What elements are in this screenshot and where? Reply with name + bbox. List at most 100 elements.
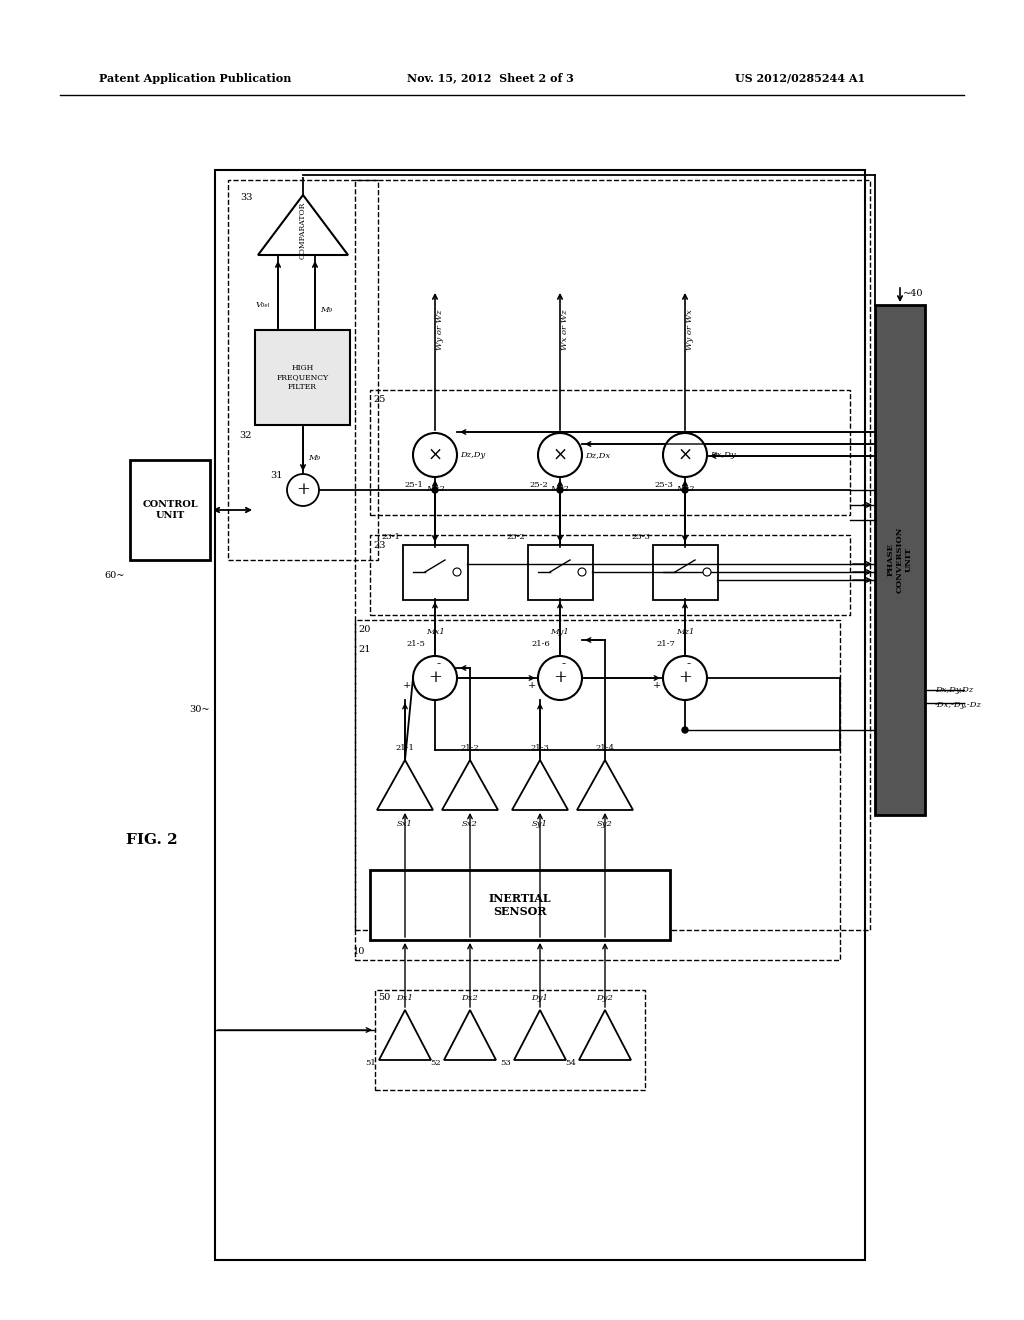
Text: 20: 20 [358, 626, 371, 635]
Text: +: + [402, 681, 411, 690]
Polygon shape [514, 1010, 566, 1060]
Text: Sy1: Sy1 [532, 820, 548, 828]
Text: 23-3: 23-3 [631, 533, 650, 541]
Text: 21-2: 21-2 [461, 744, 479, 752]
Text: +: + [296, 482, 310, 499]
Text: Dx,Dy: Dx,Dy [710, 451, 735, 459]
Circle shape [413, 433, 457, 477]
Text: My2: My2 [551, 484, 569, 492]
Text: 21-6: 21-6 [531, 640, 550, 648]
Text: 54: 54 [565, 1059, 575, 1067]
Bar [653, 545, 718, 601]
Text: US 2012/0285244 A1: US 2012/0285244 A1 [735, 73, 865, 83]
Bar [874, 305, 925, 814]
Text: -: - [687, 657, 691, 671]
Bar [355, 180, 870, 931]
Text: 60~: 60~ [104, 570, 125, 579]
Circle shape [538, 433, 582, 477]
Text: 25-3: 25-3 [654, 480, 673, 488]
Text: M₉: M₉ [308, 454, 319, 462]
Polygon shape [258, 195, 348, 255]
Text: Dx,Dy,Dz: Dx,Dy,Dz [935, 686, 973, 694]
Bar [228, 180, 378, 560]
Bar [130, 459, 210, 560]
Polygon shape [442, 760, 498, 810]
Bar [370, 870, 670, 940]
Bar [403, 545, 468, 601]
Text: 31: 31 [270, 471, 283, 480]
Bar [355, 620, 840, 960]
Text: 10: 10 [352, 948, 365, 957]
Polygon shape [377, 760, 433, 810]
Bar [370, 389, 850, 515]
Text: Sx2: Sx2 [462, 820, 478, 828]
Text: 21-5: 21-5 [407, 640, 425, 648]
Text: 21-4: 21-4 [596, 744, 614, 752]
Text: 33: 33 [241, 194, 253, 202]
Circle shape [453, 568, 461, 576]
Text: Dx1: Dx1 [396, 994, 414, 1002]
Text: 51: 51 [366, 1059, 376, 1067]
Text: Mz2: Mz2 [676, 484, 694, 492]
Text: INERTIAL
SENSOR: INERTIAL SENSOR [488, 894, 551, 917]
Polygon shape [579, 1010, 631, 1060]
Text: Dy2: Dy2 [597, 994, 613, 1002]
Text: Wy or Wx: Wy or Wx [686, 310, 694, 350]
Text: Sx1: Sx1 [397, 820, 413, 828]
Text: -: - [562, 657, 566, 671]
Circle shape [413, 656, 457, 700]
Circle shape [538, 656, 582, 700]
Bar [255, 330, 350, 425]
Polygon shape [444, 1010, 496, 1060]
Text: Dy1: Dy1 [531, 994, 549, 1002]
Text: COMPARATOR: COMPARATOR [299, 202, 307, 259]
Text: 21: 21 [358, 645, 371, 655]
Text: 21-7: 21-7 [656, 640, 675, 648]
Text: 25-1: 25-1 [404, 480, 423, 488]
Text: 23-2: 23-2 [506, 533, 525, 541]
Text: M₉: M₉ [319, 306, 332, 314]
Text: 23: 23 [373, 540, 385, 549]
Circle shape [703, 568, 711, 576]
Text: Wy or Wz: Wy or Wz [436, 310, 444, 350]
Text: CONTROL
UNIT: CONTROL UNIT [142, 500, 198, 520]
Text: V₀ₑₗ: V₀ₑₗ [255, 301, 270, 309]
Bar [528, 545, 593, 601]
Circle shape [682, 487, 688, 492]
Text: Dz,Dx: Dz,Dx [585, 451, 610, 459]
Circle shape [663, 433, 707, 477]
Polygon shape [379, 1010, 431, 1060]
Text: My1: My1 [551, 628, 569, 636]
Text: 21-3: 21-3 [530, 744, 550, 752]
Text: ×: × [678, 446, 692, 465]
Text: +: + [528, 681, 537, 690]
Text: +: + [553, 669, 567, 686]
Text: Patent Application Publication: Patent Application Publication [98, 73, 291, 83]
Text: 50: 50 [378, 994, 390, 1002]
Text: +: + [653, 681, 662, 690]
Text: 30~: 30~ [189, 705, 210, 714]
Text: Dz,Dy: Dz,Dy [460, 451, 485, 459]
Text: 23-1: 23-1 [381, 533, 400, 541]
Text: HIGH
FREQUENCY
FILTER: HIGH FREQUENCY FILTER [276, 364, 329, 391]
Text: -: - [437, 657, 441, 671]
Text: +: + [428, 669, 442, 686]
Text: Nov. 15, 2012  Sheet 2 of 3: Nov. 15, 2012 Sheet 2 of 3 [407, 73, 573, 83]
Circle shape [663, 656, 707, 700]
Text: 25: 25 [373, 396, 385, 404]
Bar [370, 535, 850, 615]
Text: ~40: ~40 [903, 289, 924, 297]
Text: 53: 53 [501, 1059, 511, 1067]
Polygon shape [512, 760, 568, 810]
Text: ×: × [427, 446, 442, 465]
Text: 52: 52 [430, 1059, 441, 1067]
Text: 32: 32 [240, 430, 252, 440]
Bar [375, 990, 645, 1090]
Circle shape [578, 568, 586, 576]
Text: Mx1: Mx1 [426, 628, 444, 636]
Text: Sy2: Sy2 [597, 820, 613, 828]
Text: 21-1: 21-1 [395, 744, 415, 752]
Bar [215, 170, 865, 1261]
Circle shape [682, 727, 688, 733]
Circle shape [432, 487, 438, 492]
